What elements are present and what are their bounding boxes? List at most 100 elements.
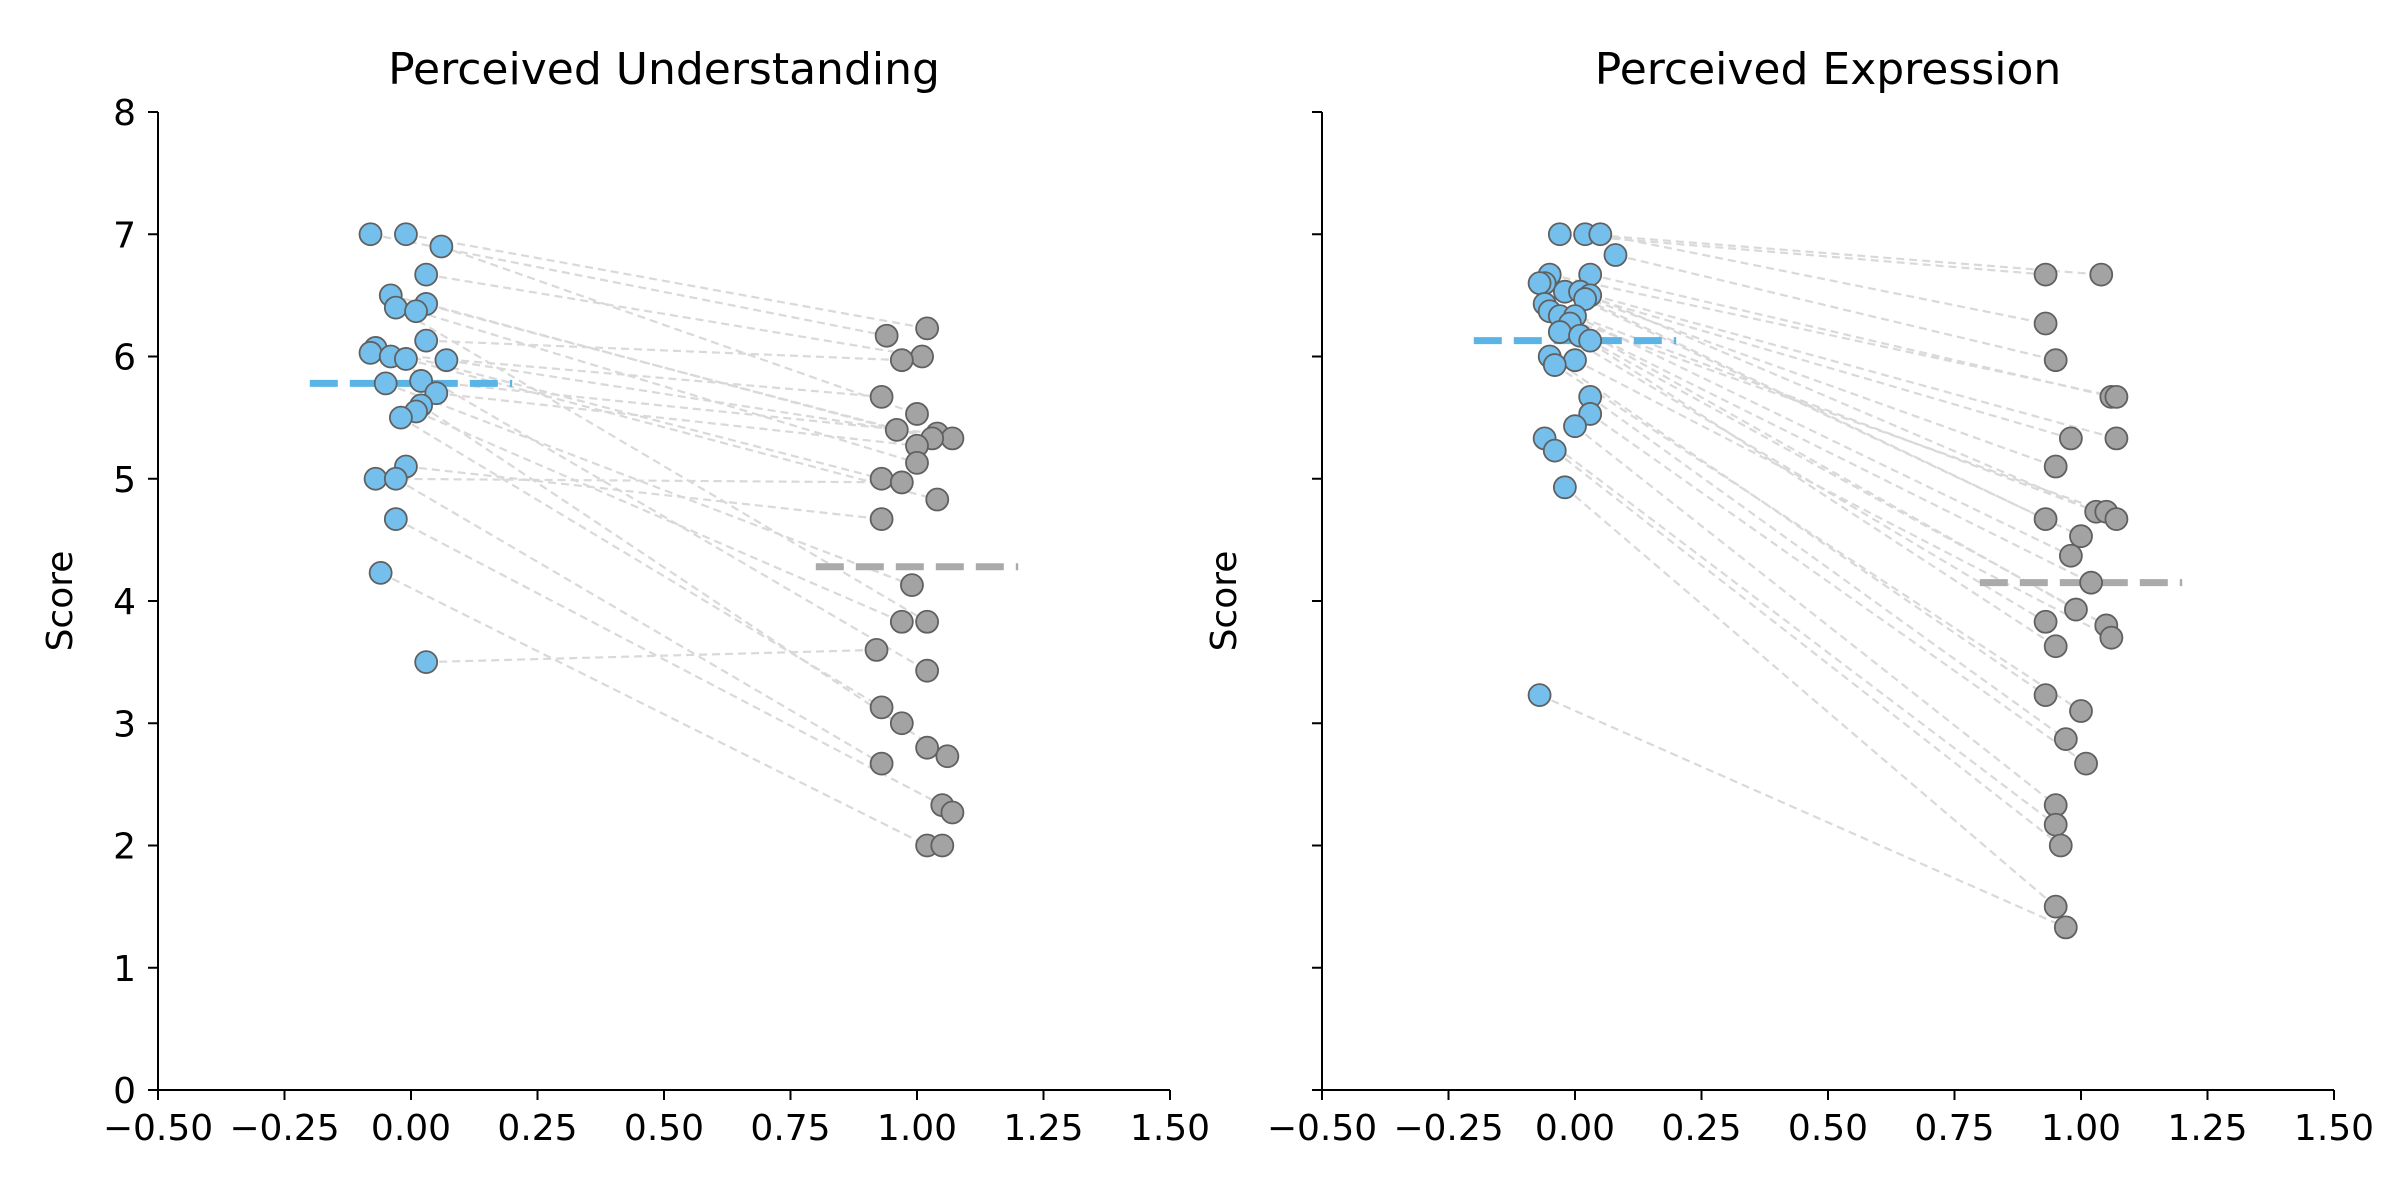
x-tick-label: 0.00 <box>1535 1108 1615 1149</box>
data-point-before <box>429 234 454 259</box>
pair-line <box>421 379 938 435</box>
data-point-after <box>2033 507 2058 531</box>
data-point-after <box>869 751 894 776</box>
data-point-before <box>363 466 388 491</box>
x-tick-label: 0.00 <box>371 1108 451 1149</box>
data-point-before <box>383 507 408 531</box>
pair-line <box>1544 282 2057 468</box>
data-point-before <box>383 295 408 320</box>
pair-line <box>1579 290 2117 440</box>
data-point-before <box>414 262 439 287</box>
x-tick-label: 1.50 <box>2294 1108 2374 1149</box>
data-point-after <box>884 417 909 442</box>
data-point-after <box>915 609 940 634</box>
data-point-after <box>889 711 914 736</box>
data-point-before <box>414 650 439 675</box>
pair-line <box>415 410 903 623</box>
pair-line <box>446 359 953 440</box>
data-point-after <box>864 638 889 662</box>
data-point-after <box>935 744 960 769</box>
pair-line <box>1600 233 2046 325</box>
y-tick-label: 5 <box>113 460 136 501</box>
data-point-after <box>889 348 914 373</box>
pair-line <box>426 273 923 358</box>
data-point-after <box>915 316 940 341</box>
pair-line <box>1579 334 2057 648</box>
pair-line <box>1539 282 2072 440</box>
data-point-after <box>869 384 894 409</box>
axes: −0.50 −0.25 0.00 0.25 0.50 0.75 1.00 1.25 1.50 <box>1267 111 2374 1149</box>
pair-line <box>1585 233 2102 276</box>
chart-title: Perceived Expression <box>1595 44 2062 95</box>
data-point-before <box>1542 353 1567 377</box>
x-tick-label: −0.50 <box>1267 1108 1377 1149</box>
data-points <box>358 222 965 858</box>
data-point-before <box>358 222 383 247</box>
data-point-after <box>2048 833 2073 858</box>
data-point-after <box>2104 507 2129 531</box>
data-point-after <box>915 658 940 683</box>
pair-line <box>426 339 902 362</box>
data-point-after <box>905 402 929 426</box>
pair-line <box>1615 253 2056 362</box>
data-point-before <box>368 560 393 585</box>
data-point-after <box>2053 727 2078 752</box>
pair-line <box>380 571 928 847</box>
x-tick-label: 0.50 <box>1788 1108 1868 1149</box>
x-tick-label: 0.25 <box>497 1108 577 1149</box>
data-point-after <box>2058 426 2083 451</box>
data-point-before <box>1527 271 1552 296</box>
y-tick-label: 2 <box>113 827 136 868</box>
data-point-after <box>940 800 965 825</box>
data-point-before <box>1578 328 1603 353</box>
y-tick-label: 6 <box>113 338 136 379</box>
x-tick-label: 0.25 <box>1661 1108 1741 1149</box>
pair-line <box>395 477 883 765</box>
data-point-before <box>414 328 439 353</box>
data-point-before <box>373 371 398 396</box>
pair-line <box>1574 315 2072 557</box>
x-tick-label: −0.50 <box>103 1108 213 1149</box>
data-point-before <box>383 466 408 491</box>
pair-line <box>385 382 913 587</box>
pair-line <box>1549 273 2117 398</box>
data-point-after <box>2043 634 2068 659</box>
data-point-after <box>2064 597 2088 622</box>
data-point-after <box>889 609 914 634</box>
panel-perceived-understanding: −0.50 −0.25 0.00 0.25 0.50 0.75 1.00 1.25 1.50 0 1… <box>40 44 1210 1149</box>
pair-line <box>1589 395 2067 741</box>
data-point-after <box>900 573 924 598</box>
data-point-before <box>1588 222 1613 247</box>
data-point-after <box>2053 915 2078 940</box>
pair-lines <box>370 233 953 847</box>
data-point-after <box>2069 699 2093 723</box>
y-tick-label: 0 <box>113 1071 136 1112</box>
data-point-after <box>2069 524 2093 549</box>
data-point-before <box>1563 348 1587 373</box>
y-tick-label: 1 <box>113 949 136 990</box>
pair-line <box>1569 322 2092 584</box>
pair-line <box>1539 694 2067 929</box>
data-point-before <box>404 299 428 324</box>
data-point-before <box>1547 222 1572 247</box>
pair-line <box>1559 331 2047 623</box>
data-point-after <box>930 833 955 858</box>
pair-line <box>400 416 883 709</box>
pair-line <box>1554 449 2062 847</box>
y-axis-label: Score <box>40 551 81 652</box>
pair-line <box>1589 339 2107 627</box>
pair-line <box>420 404 948 758</box>
x-tick-label: 0.75 <box>750 1108 830 1149</box>
data-point-after <box>2099 625 2124 650</box>
y-tick-label: 7 <box>113 215 136 256</box>
x-tick-label: 1.25 <box>2167 1108 2247 1149</box>
data-point-after <box>2033 683 2058 708</box>
pair-line <box>1549 310 2077 611</box>
pair-line <box>436 392 918 447</box>
data-point-after <box>2033 311 2058 336</box>
data-point-before <box>1552 475 1577 500</box>
x-tick-label: 0.75 <box>1914 1108 1994 1149</box>
x-tick-label: −0.25 <box>1393 1108 1503 1149</box>
data-point-after <box>2058 543 2083 568</box>
